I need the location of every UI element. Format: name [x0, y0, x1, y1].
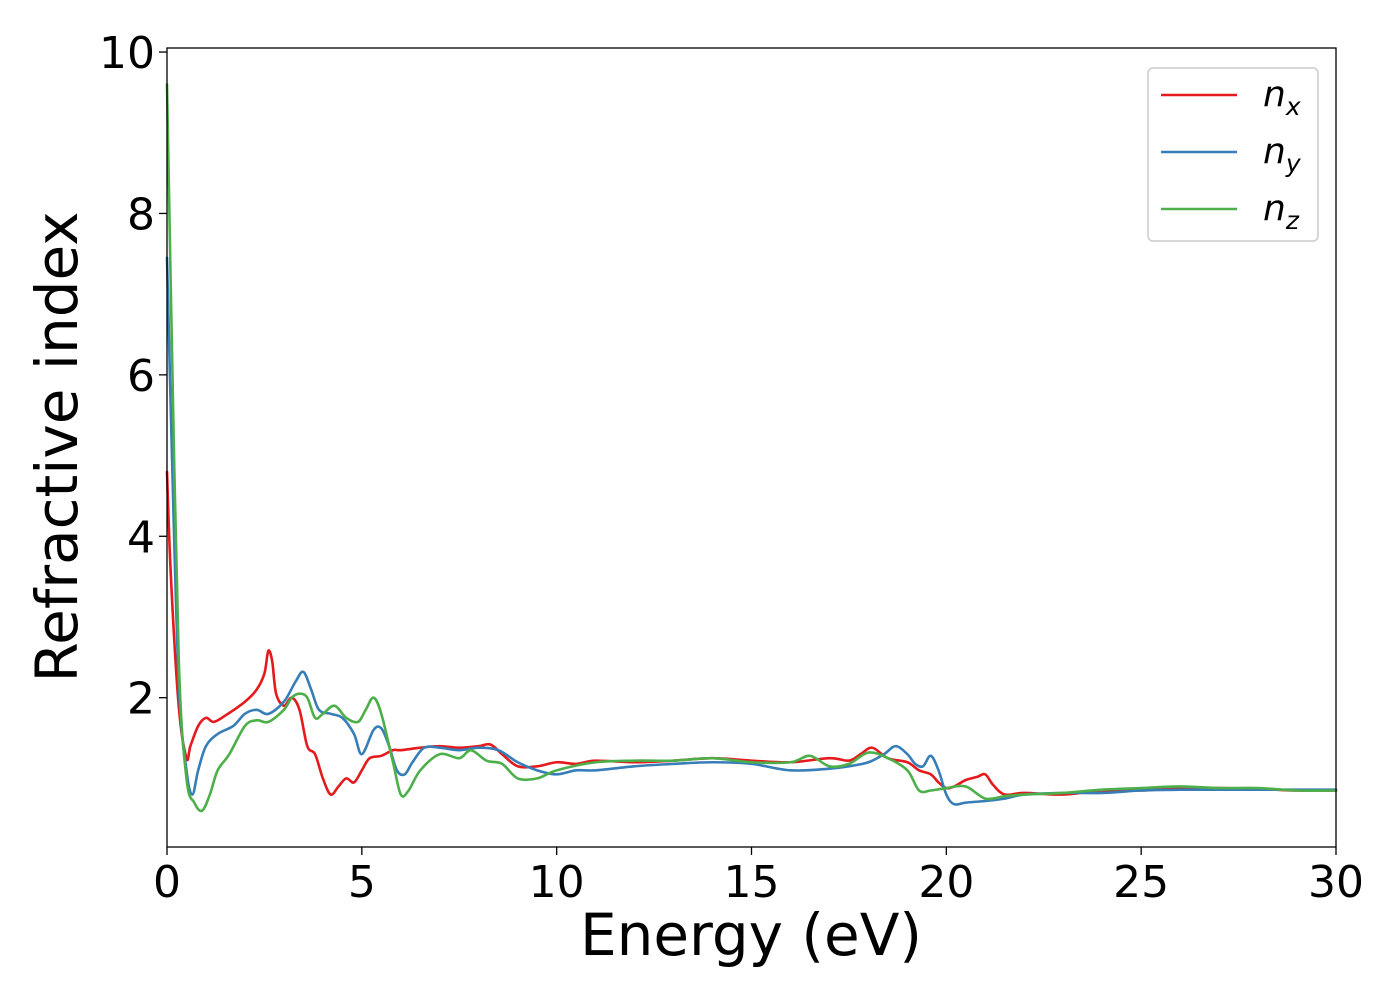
legend-entries: nx ny nz [1161, 74, 1302, 235]
x-tick-label: 5 [348, 857, 376, 908]
x-tick-label: 25 [1113, 857, 1169, 908]
series-lines [165, 83, 1338, 813]
x-tick-label: 15 [724, 857, 780, 908]
y-tick-label: 4 [127, 512, 155, 563]
legend-box [1147, 67, 1319, 242]
legend-label-y: ny [1263, 131, 1302, 178]
legend: nx ny nz [1147, 67, 1319, 242]
y-tick-label: 8 [127, 189, 155, 240]
x-tick-label: 0 [153, 857, 181, 908]
x-axis-title: Energy (eV) [580, 901, 922, 969]
y-axis-title: Refractive index [23, 211, 91, 682]
y-tick-label: 2 [127, 674, 155, 725]
x-tick-label: 30 [1308, 857, 1364, 908]
y-axis: 2 4 6 8 10 [99, 28, 167, 725]
legend-label-x: nx [1263, 74, 1301, 121]
legend-label-z: nz [1263, 188, 1300, 235]
series-line-z [165, 83, 1338, 813]
y-tick-label: 6 [127, 351, 155, 402]
y-tick-label: 10 [99, 28, 155, 79]
x-tick-label: 20 [918, 857, 974, 908]
series-line-y [165, 256, 1338, 806]
x-axis: 0 5 10 15 20 25 30 [153, 847, 1364, 908]
x-tick-label: 10 [529, 857, 585, 908]
